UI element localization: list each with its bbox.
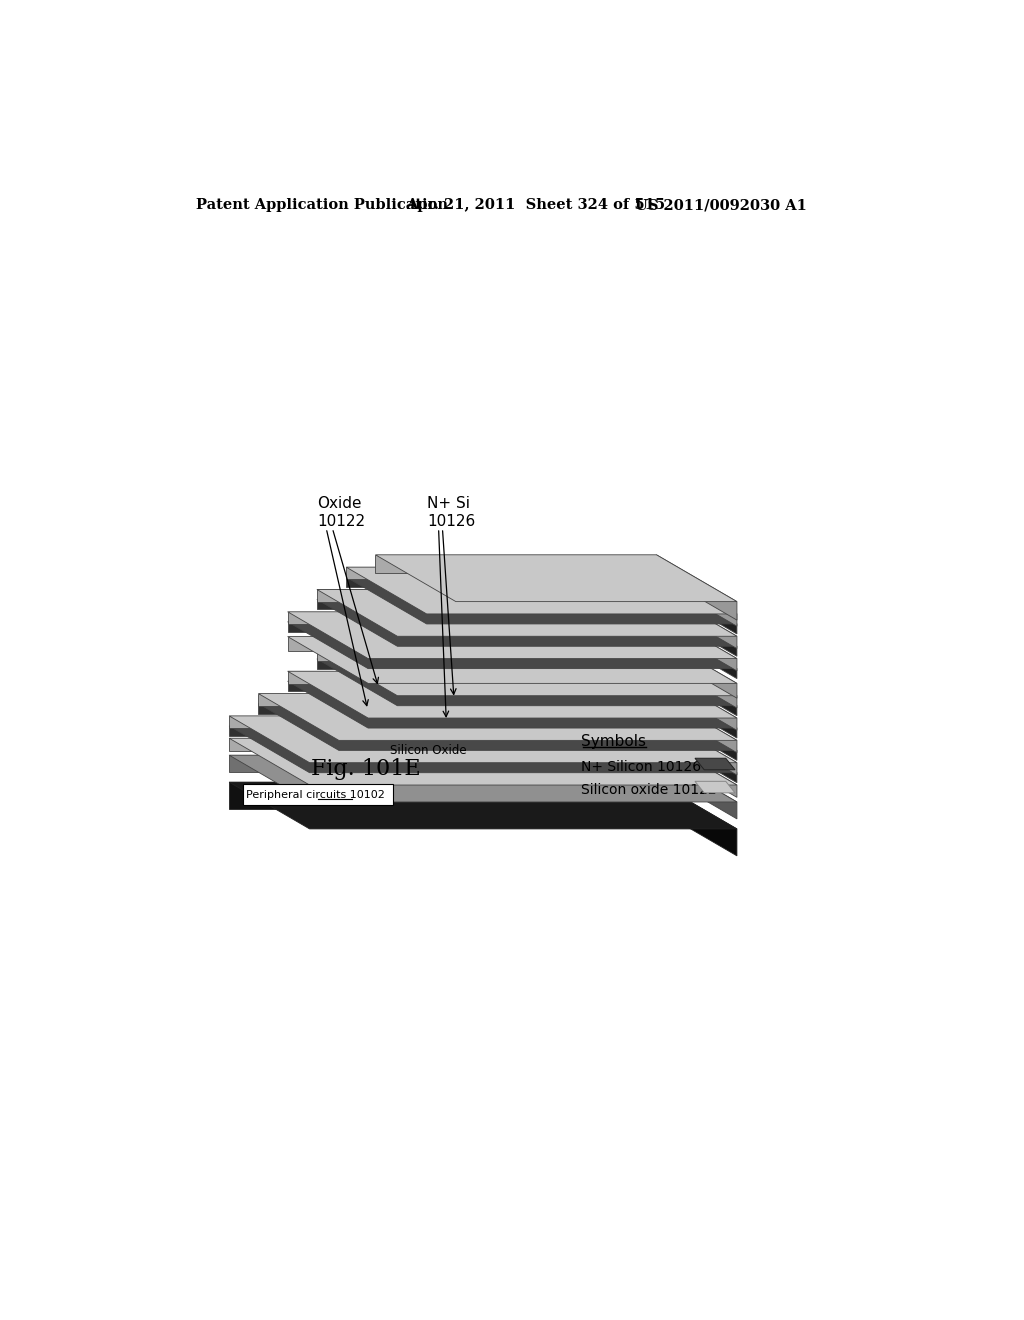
Text: N+ Si
10126: N+ Si 10126 [427,496,475,529]
Polygon shape [656,590,737,648]
Polygon shape [656,715,737,775]
Polygon shape [695,758,735,770]
Polygon shape [258,693,656,706]
Polygon shape [288,611,656,624]
Text: Symbols: Symbols [581,734,646,750]
Polygon shape [229,781,737,829]
Polygon shape [316,649,737,696]
Polygon shape [229,781,656,809]
Polygon shape [656,636,737,698]
Polygon shape [656,704,737,760]
Polygon shape [229,715,656,729]
Polygon shape [229,755,656,772]
Polygon shape [376,554,656,573]
Polygon shape [229,726,737,772]
Polygon shape [656,671,737,730]
Text: N+ Silicon 10126: N+ Silicon 10126 [581,760,701,774]
Polygon shape [316,659,737,706]
Polygon shape [258,693,737,741]
Polygon shape [288,681,737,729]
Polygon shape [288,622,656,632]
Polygon shape [346,568,656,579]
Polygon shape [656,781,737,855]
Polygon shape [656,611,737,671]
Text: Oxide
10122: Oxide 10122 [316,496,365,529]
Polygon shape [656,681,737,738]
Polygon shape [656,577,737,634]
Polygon shape [229,738,656,751]
Polygon shape [656,738,737,797]
Polygon shape [656,554,737,620]
Polygon shape [288,671,656,684]
Polygon shape [656,659,737,715]
Polygon shape [316,599,737,647]
Polygon shape [316,599,656,610]
Polygon shape [316,590,656,602]
Polygon shape [229,755,737,803]
Polygon shape [288,636,737,684]
Polygon shape [288,636,656,651]
Polygon shape [656,649,737,708]
Polygon shape [316,590,737,636]
Text: Silicon oxide 10122: Silicon oxide 10122 [581,783,717,797]
Polygon shape [656,568,737,626]
Polygon shape [656,693,737,752]
Polygon shape [346,577,737,624]
Polygon shape [258,704,737,750]
Polygon shape [288,671,737,718]
FancyBboxPatch shape [243,784,393,805]
Polygon shape [316,649,656,661]
Polygon shape [288,681,656,692]
Polygon shape [229,738,737,785]
Text: Apr. 21, 2011  Sheet 324 of 515: Apr. 21, 2011 Sheet 324 of 515 [407,198,666,213]
Polygon shape [656,726,737,783]
Text: US 2011/0092030 A1: US 2011/0092030 A1 [635,198,807,213]
Polygon shape [288,622,737,669]
Polygon shape [258,704,656,714]
Polygon shape [376,554,737,602]
Polygon shape [656,599,737,656]
Text: Fig. 101E: Fig. 101E [310,758,420,780]
Text: Silicon Oxide: Silicon Oxide [390,744,467,756]
Text: Peripheral circuits 10102: Peripheral circuits 10102 [246,789,384,800]
Polygon shape [229,715,737,763]
Polygon shape [316,659,656,669]
Polygon shape [288,611,737,659]
Polygon shape [695,781,735,793]
Polygon shape [346,568,737,614]
Polygon shape [656,622,737,678]
Polygon shape [229,726,656,737]
Polygon shape [346,577,656,587]
Text: Patent Application Publication: Patent Application Publication [196,198,449,213]
Polygon shape [656,755,737,818]
